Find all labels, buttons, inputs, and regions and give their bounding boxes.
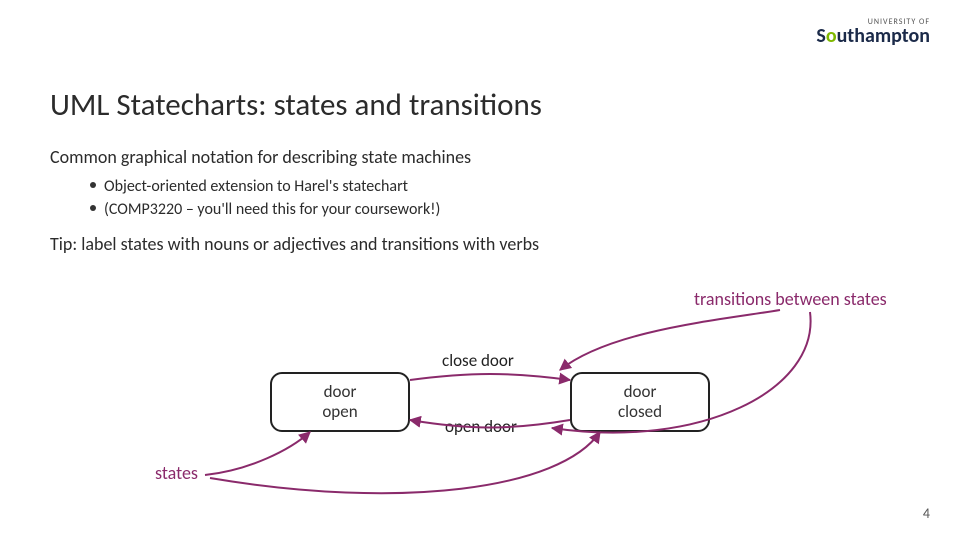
university-logo: UNIVERSITY OF Southampton [816,18,930,46]
slide: UNIVERSITY OF Southampton UML Statechart… [0,0,960,540]
bullet-2: (COMP3220 – you'll need this for your co… [90,200,440,219]
arrow-ann-states-closed [210,432,600,493]
bullet-icon [90,205,96,211]
connectors-svg [0,0,960,540]
logo-name: Southampton [816,26,930,46]
bullet-icon [90,182,96,188]
transition-label-close: close door [442,350,514,371]
tip-text: Tip: label states with nouns or adjectiv… [50,233,539,255]
annotation-states: states [155,462,198,484]
transition-label-open: open door [445,416,517,437]
bullet-1: Object-oriented extension to Harel's sta… [90,177,408,196]
arrow-ann-states-open [205,432,310,475]
state-door-closed: door closed [570,372,710,432]
annotation-transitions: transitions between states [694,288,887,310]
intro-text: Common graphical notation for describing… [50,146,471,168]
page-number: 4 [923,505,930,522]
slide-title: UML Statecharts: states and transitions [50,86,542,124]
arrow-close-door [410,374,570,380]
state-door-open: door open [270,372,410,432]
arrow-ann-trans-close [560,310,780,370]
